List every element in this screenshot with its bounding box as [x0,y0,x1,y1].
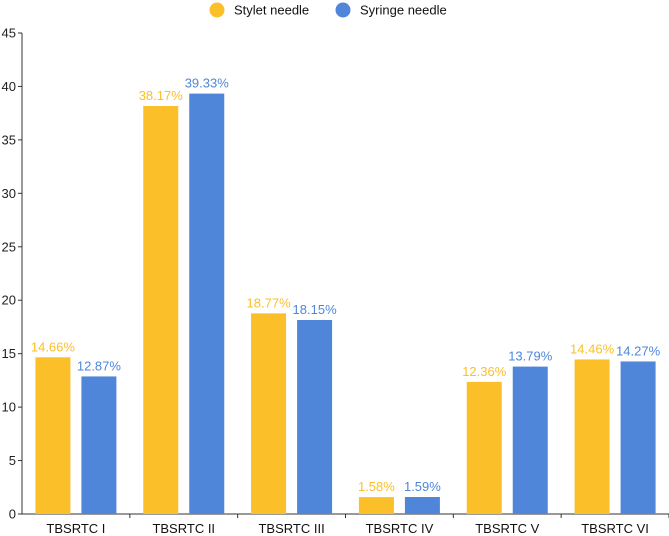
data-label-stylet-needle-tbsrtc-iii: 18.77% [247,295,292,310]
data-label-syringe-needle-tbsrtc-iii: 18.15% [293,302,338,317]
data-label-syringe-needle-tbsrtc-i: 12.87% [77,358,122,373]
x-tick-label-tbsrtc-iii: TBSRTC III [258,521,324,536]
bar-syringe-needle-tbsrtc-iii [297,319,333,514]
legend-label-stylet-needle: Stylet needle [234,3,309,18]
axes: 0 5 10 15 20 25 30 35 40 45 TBSRTC I TBSRTC II TBSRT… [2,26,669,536]
data-label-syringe-needle-tbsrtc-iv: 1.59% [404,479,441,494]
legend-label-syringe-needle: Syringe needle [360,3,447,18]
bar-stylet-needle-tbsrtc-iii [251,313,287,514]
bar-syringe-needle-tbsrtc-i [81,376,117,514]
x-tick-label-tbsrtc-vi: TBSRTC VI [581,521,649,536]
legend-marker-stylet-needle [209,2,225,18]
data-label-syringe-needle-tbsrtc-vi: 14.27% [616,343,661,358]
bar-stylet-needle-tbsrtc-vi [574,359,610,514]
y-tick-label: 45 [2,26,16,41]
bar-stylet-needle-tbsrtc-ii [143,106,179,514]
y-tick-label: 10 [2,400,16,415]
bar-stylet-needle-tbsrtc-i [35,357,71,514]
data-label-stylet-needle-tbsrtc-iv: 1.58% [358,479,395,494]
legend: Stylet needle Syringe needle [209,2,447,18]
bar-syringe-needle-tbsrtc-v [512,366,548,514]
x-tick-label-tbsrtc-ii: TBSRTC II [152,521,215,536]
bar-stylet-needle-tbsrtc-v [466,381,502,514]
data-label-syringe-needle-tbsrtc-v: 13.79% [508,349,553,364]
y-tick-label: 0 [9,507,16,522]
bar-syringe-needle-tbsrtc-ii [189,93,225,514]
x-tick-label-tbsrtc-v: TBSRTC V [475,521,539,536]
y-tick-label: 35 [2,132,16,147]
y-tick-label: 15 [2,346,16,361]
bars [35,93,656,514]
data-label-stylet-needle-tbsrtc-i: 14.66% [31,339,76,354]
y-tick-label: 25 [2,239,16,254]
data-label-stylet-needle-tbsrtc-ii: 38.17% [139,88,184,103]
x-tick-label-tbsrtc-i: TBSRTC I [46,521,105,536]
data-labels: 14.66%12.87% 38.17%39.33% 18.77% 18.15% 1.58… [31,76,661,495]
bar-stylet-needle-tbsrtc-iv [358,497,394,514]
y-tick-label: 40 [2,79,16,94]
bar-syringe-needle-tbsrtc-iv [404,497,440,514]
legend-marker-syringe-needle [335,2,351,18]
y-tick-label: 5 [9,453,16,468]
y-tick-label: 30 [2,186,16,201]
bar-syringe-needle-tbsrtc-vi [620,361,656,514]
data-label-syringe-needle-tbsrtc-ii: 39.33% [185,76,230,91]
x-tick-label-tbsrtc-iv: TBSRTC IV [366,521,434,536]
y-tick-label: 20 [2,293,16,308]
data-label-stylet-needle-tbsrtc-v: 12.36% [462,364,507,379]
data-label-stylet-needle-tbsrtc-vi: 14.46% [570,341,615,356]
